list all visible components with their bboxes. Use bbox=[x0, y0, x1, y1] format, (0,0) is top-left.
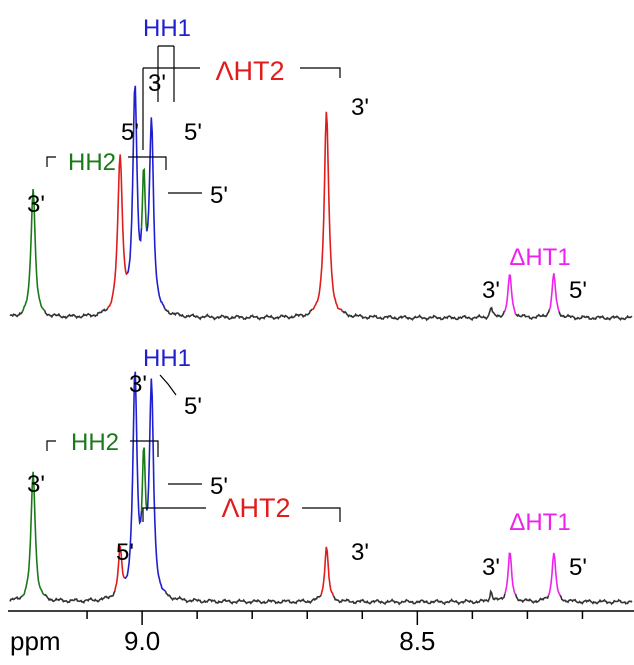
annotation-hh2-top: HH2 bbox=[68, 149, 116, 176]
spectrum-2-segment-baseline bbox=[44, 590, 116, 604]
peak-label-hh2-5-top: 5' bbox=[210, 182, 228, 209]
top-spectrum-labels: HH1 ΛHT2 HH2 ΔHT1 3' 5' 3' 5' 5' 3' 3' 5… bbox=[27, 15, 587, 304]
lht2-bracket-top bbox=[142, 67, 341, 150]
spectrum-2-segment-lambdaht2 bbox=[320, 546, 335, 597]
spectrum-1-segment-baseline bbox=[558, 311, 633, 321]
annotation-hh1-bottom: HH1 bbox=[143, 345, 191, 372]
peak-label-dht1-5-top: 5' bbox=[569, 277, 587, 304]
spectrum-1-segment-baseline bbox=[342, 306, 506, 322]
spectrum-2-segment-deltaht1 bbox=[547, 552, 561, 596]
x-axis: ppm 9.0 8.5 bbox=[8, 610, 634, 656]
annotation-dht1-bottom: ΔHT1 bbox=[509, 509, 570, 536]
tick-label-9-0: 9.0 bbox=[124, 626, 160, 656]
spectrum-2-segment-hh2 bbox=[140, 447, 148, 511]
spectrum-2-segment-deltaht1 bbox=[504, 552, 517, 595]
peak-label-hh2-5-bottom: 5' bbox=[210, 473, 228, 500]
peak-label-dht1-5-bottom: 5' bbox=[569, 554, 587, 581]
spectrum-2-segment-baseline bbox=[164, 590, 322, 605]
spectrum-2-segment-hh1 bbox=[124, 371, 143, 580]
annotation-lht2-top: ΛHT2 bbox=[215, 56, 284, 86]
hh2-bracket-bottom bbox=[46, 440, 159, 457]
bottom-spectrum-labels: HH1 HH2 ΛHT2 ΔHT1 3' 5' 3' 5' 5' 3' 3' 5… bbox=[27, 345, 587, 581]
bracket-lines bbox=[46, 45, 341, 522]
spectrum-1-segment-hh2 bbox=[140, 167, 148, 232]
peak-label-hh1-5-top: 5' bbox=[184, 119, 202, 146]
spectrum-2-segment-hh1 bbox=[146, 378, 166, 592]
spectrum-1-segment-hh1 bbox=[146, 117, 166, 309]
spectrum-1-segment-baseline bbox=[9, 311, 24, 318]
spectrum-1-segment-deltaht1 bbox=[548, 273, 560, 312]
spectrum-2-segment-baseline bbox=[9, 595, 23, 602]
peak-label-hh1-3-bottom: 3' bbox=[129, 371, 147, 398]
peak-label-lht2-3-bottom: 3' bbox=[351, 539, 369, 566]
peak-label-hh2-3-top: 3' bbox=[27, 191, 45, 218]
spectrum-2-segment-hh2 bbox=[21, 471, 46, 597]
spectrum-2-segment-baseline bbox=[332, 589, 506, 606]
spectrum-1-segment-hh1 bbox=[126, 85, 143, 274]
peak-label-hh1-5-bottom: 5' bbox=[184, 393, 202, 420]
x-axis-ticks bbox=[86, 611, 584, 625]
tick-label-8-5: 8.5 bbox=[399, 626, 435, 656]
annotation-hh2-bottom: HH2 bbox=[71, 429, 119, 456]
peak-label-dht1-3-top: 3' bbox=[482, 277, 500, 304]
hh1-bracket-top bbox=[157, 45, 175, 102]
peak-label-hh1-3-top: 3' bbox=[148, 70, 166, 97]
spectrum-2-segment-lambdaht2 bbox=[114, 546, 126, 591]
peak-label-lht2-5-bottom: 5' bbox=[116, 539, 134, 566]
annotation-lht2-bottom: ΛHT2 bbox=[221, 493, 290, 523]
spectrum-2-segment-baseline bbox=[559, 594, 633, 606]
spectrum-1-segment-hh2 bbox=[21, 189, 46, 313]
peak-label-lht2-3-top: 3' bbox=[351, 94, 369, 121]
spectrum-1-segment-baseline bbox=[163, 307, 313, 321]
peak-label-lht2-5-top: 5' bbox=[121, 119, 139, 146]
x-axis-label: ppm bbox=[10, 626, 61, 656]
peak-label-dht1-3-bottom: 3' bbox=[482, 554, 500, 581]
hh1-leader-bottom bbox=[159, 374, 177, 396]
spectrum-1-segment-baseline bbox=[515, 309, 551, 321]
hh2-bracket-top bbox=[46, 156, 167, 170]
peak-label-hh2-3-bottom: 3' bbox=[27, 471, 45, 498]
spectrum-curves bbox=[9, 85, 633, 606]
spectrum-1-segment-baseline bbox=[43, 307, 109, 320]
spectrum-1-segment-lambdaht2 bbox=[311, 111, 344, 312]
spectrum-1-segment-deltaht1 bbox=[504, 274, 517, 315]
annotation-hh1-top: HH1 bbox=[143, 15, 191, 42]
annotation-dht1-top: ΔHT1 bbox=[509, 244, 570, 271]
spectrum-1-segment-lambdaht2 bbox=[106, 154, 128, 309]
lht2-bracket-bottom bbox=[142, 507, 341, 522]
spectrum-2-segment-baseline bbox=[514, 593, 550, 604]
